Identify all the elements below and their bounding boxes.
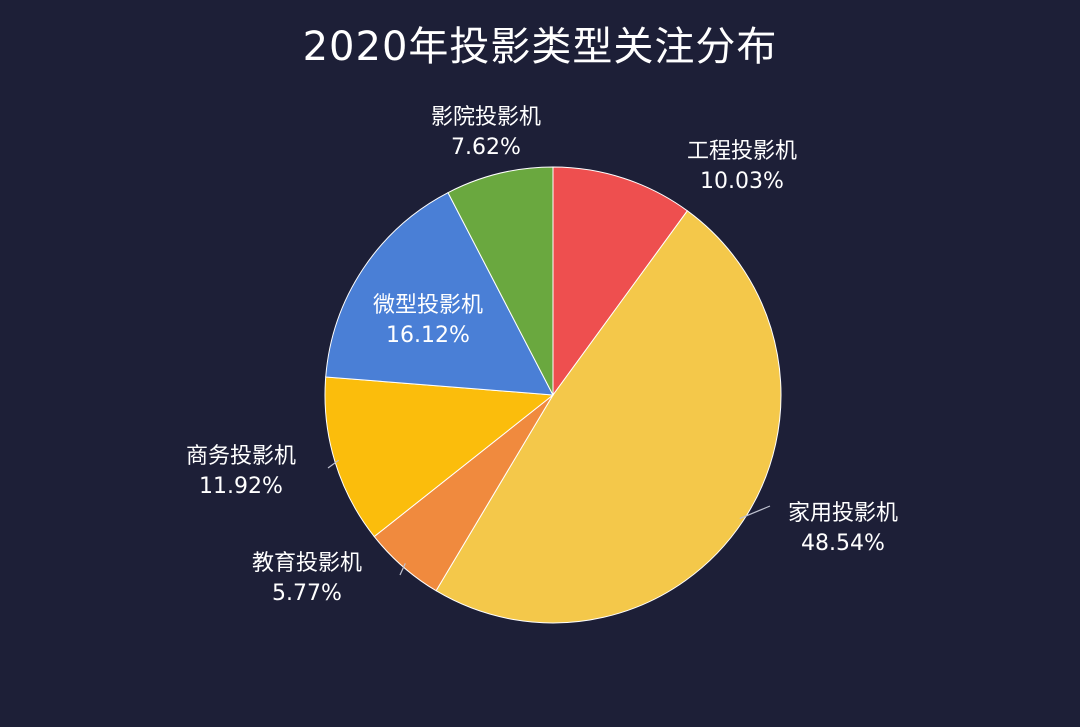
slice-label-1: 工程投影机 bbox=[687, 139, 797, 164]
slice-label-3: 教育投影机 bbox=[252, 551, 362, 576]
slice-value-3: 5.77% bbox=[272, 581, 342, 606]
pie-slice-5 bbox=[325, 191, 554, 396]
chart-title: 2020年投影类型关注分布 bbox=[302, 24, 778, 70]
slice-value-2: 48.54% bbox=[801, 531, 885, 556]
leader-line-2 bbox=[739, 505, 771, 520]
slice-label-2: 家用投影机 bbox=[788, 501, 898, 526]
slice-value-1: 10.03% bbox=[700, 169, 784, 194]
slice-value-4: 11.92% bbox=[199, 474, 283, 499]
slice-label-5: 微型投影机 bbox=[373, 293, 483, 318]
slice-value-5: 16.12% bbox=[386, 323, 470, 348]
slice-label-6: 影院投影机 bbox=[431, 105, 541, 130]
pie-slice-1 bbox=[552, 166, 689, 397]
pie-slice-4 bbox=[324, 376, 555, 538]
slice-value-6: 7.62% bbox=[451, 135, 521, 160]
pie-slice-6 bbox=[447, 166, 554, 396]
leader-line-3 bbox=[399, 563, 406, 576]
pie-slice-2 bbox=[435, 210, 782, 624]
leader-line-4 bbox=[327, 459, 340, 469]
slice-label-4: 商务投影机 bbox=[186, 444, 296, 469]
